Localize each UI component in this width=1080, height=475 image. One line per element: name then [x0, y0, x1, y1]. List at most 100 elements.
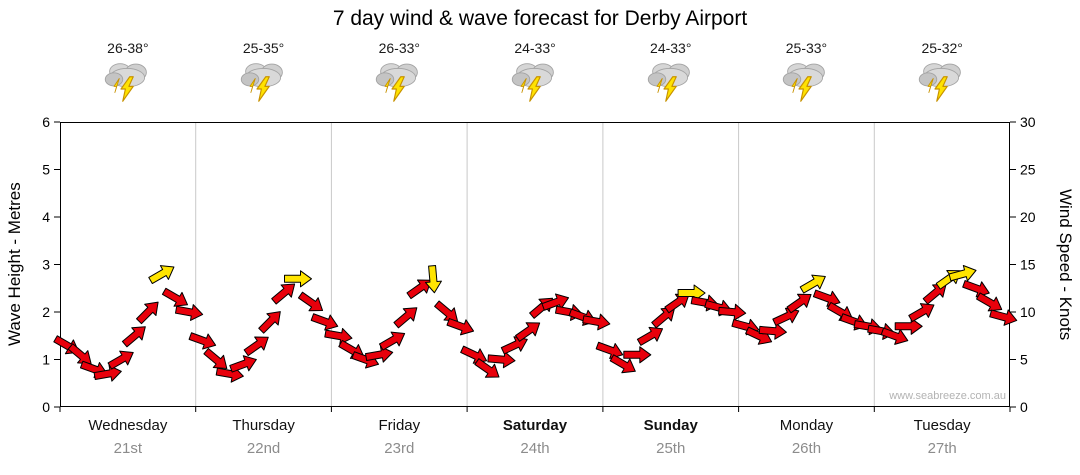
right-tick-label: 5 [1020, 352, 1028, 368]
wind-arrow [976, 292, 1003, 312]
right-tick-label: 30 [1020, 114, 1036, 130]
wind-arrow [772, 307, 800, 326]
wind-arrow [271, 283, 296, 305]
wind-arrow [258, 311, 281, 334]
day-footer-sunday: Sunday 25th [603, 417, 739, 457]
day-date-label: 21st [113, 440, 143, 457]
wind-arrow [664, 293, 690, 314]
wind-arrow [677, 284, 706, 302]
left-axis-ticks: 0 1 2 3 4 5 6 [42, 114, 60, 415]
days-footer: Wednesday 21st Thursday 22nd Friday 23rd… [60, 417, 1010, 457]
right-axis-ticks: 0 5 10 15 20 25 30 [1010, 114, 1036, 415]
wind-arrow [284, 270, 312, 288]
day-name-label: Thursday [232, 417, 295, 434]
right-tick-label: 15 [1020, 257, 1036, 273]
wind-arrow [174, 304, 204, 321]
watermark: www.seabreeze.com.au [889, 390, 1006, 402]
left-tick-label: 1 [42, 352, 50, 368]
temp-range-label: 26-33° [378, 40, 420, 56]
wind-arrow [474, 358, 500, 378]
temp-range-label: 25-35° [242, 40, 285, 56]
wind-arrow [310, 313, 339, 331]
temp-range-label: 25-33° [785, 40, 828, 56]
wind-arrow [500, 336, 528, 355]
day-header-sunday: 24-33° [603, 40, 739, 110]
right-tick-label: 10 [1020, 304, 1036, 320]
right-tick-label: 0 [1020, 399, 1028, 415]
wind-arrow [121, 326, 146, 348]
wind-arrow [203, 347, 228, 369]
day-header-friday: 26-33° [331, 40, 467, 110]
days-header: 26-38° 25-35° 26-33° 24-33° 24-33° 25-33… [60, 40, 1010, 110]
day-name-label: Tuesday [913, 417, 971, 434]
wind-arrow [786, 293, 812, 314]
wind-arrow [243, 336, 269, 357]
wind-arrow [758, 322, 787, 340]
bottom-axis-ticks [59, 407, 1011, 412]
wind-arrows [53, 264, 1018, 383]
wind-arrow [989, 309, 1018, 326]
wind-arrow [378, 331, 406, 351]
left-tick-label: 3 [42, 257, 50, 273]
left-tick-label: 4 [42, 209, 50, 225]
day-date-label: 25th [656, 440, 686, 457]
wind-arrow [297, 291, 324, 312]
left-tick-label: 5 [42, 162, 50, 178]
day-name-label: Wednesday [88, 417, 168, 434]
temp-range-label: 26-38° [107, 40, 149, 56]
wind-arrow [424, 265, 442, 294]
day-footer-thursday: Thursday 22nd [196, 417, 332, 457]
wind-arrow [908, 303, 935, 323]
day-header-thursday: 25-35° [196, 40, 332, 110]
day-name-label: Sunday [643, 417, 698, 434]
wind-arrow [229, 355, 257, 373]
wind-arrow [948, 264, 977, 282]
right-tick-label: 25 [1020, 162, 1036, 178]
left-tick-label: 6 [42, 114, 50, 130]
wind-arrow [609, 354, 636, 374]
day-name-label: Monday [779, 417, 834, 434]
wind-arrow [636, 326, 664, 346]
wind-arrow [623, 346, 652, 364]
wind-arrow [393, 307, 418, 329]
wind-arrow [799, 274, 826, 294]
day-date-label: 23rd [384, 440, 415, 457]
day-header-saturday: 24-33° [467, 40, 603, 110]
wind-arrow [107, 350, 134, 370]
left-tick-label: 0 [42, 399, 50, 415]
day-date-label: 22nd [246, 440, 281, 457]
day-footer-friday: Friday 23rd [331, 417, 467, 457]
day-footer-wednesday: Wednesday 21st [60, 417, 196, 457]
wind-arrow [718, 303, 747, 321]
temp-range-label: 25-32° [921, 40, 963, 56]
day-footer-tuesday: Tuesday 27th [874, 417, 1010, 457]
day-header-wednesday: 26-38° [60, 40, 196, 110]
day-header-tuesday: 25-32° [874, 40, 1010, 110]
day-header-monday: 25-33° [739, 40, 875, 110]
day-footer-saturday: Saturday 24th [467, 417, 603, 457]
wind-arrow [894, 317, 923, 335]
left-axis-title: Wave Height - Metres [5, 182, 24, 347]
wind-arrow [582, 313, 611, 331]
wind-arrow [515, 322, 541, 342]
wind-arrow [93, 364, 122, 382]
day-name-label: Friday [378, 417, 421, 434]
wind-arrow [148, 265, 175, 285]
day-name-label: Saturday [502, 417, 568, 434]
wind-arrow [161, 287, 189, 307]
wind-arrow [880, 327, 909, 345]
right-tick-label: 20 [1020, 209, 1036, 225]
wind-arrow [364, 345, 394, 363]
day-footer-monday: Monday 26th [739, 417, 875, 457]
temp-range-label: 24-33° [650, 40, 692, 56]
wind-arrow [446, 318, 475, 336]
wind-arrow [487, 351, 516, 369]
left-tick-label: 2 [42, 304, 50, 320]
day-separators [195, 122, 875, 407]
wind-arrow [324, 327, 353, 345]
right-axis-title: Wind Speed - Knots [1056, 188, 1075, 341]
day-date-label: 26th [791, 440, 822, 457]
wind-arrow [136, 301, 159, 325]
